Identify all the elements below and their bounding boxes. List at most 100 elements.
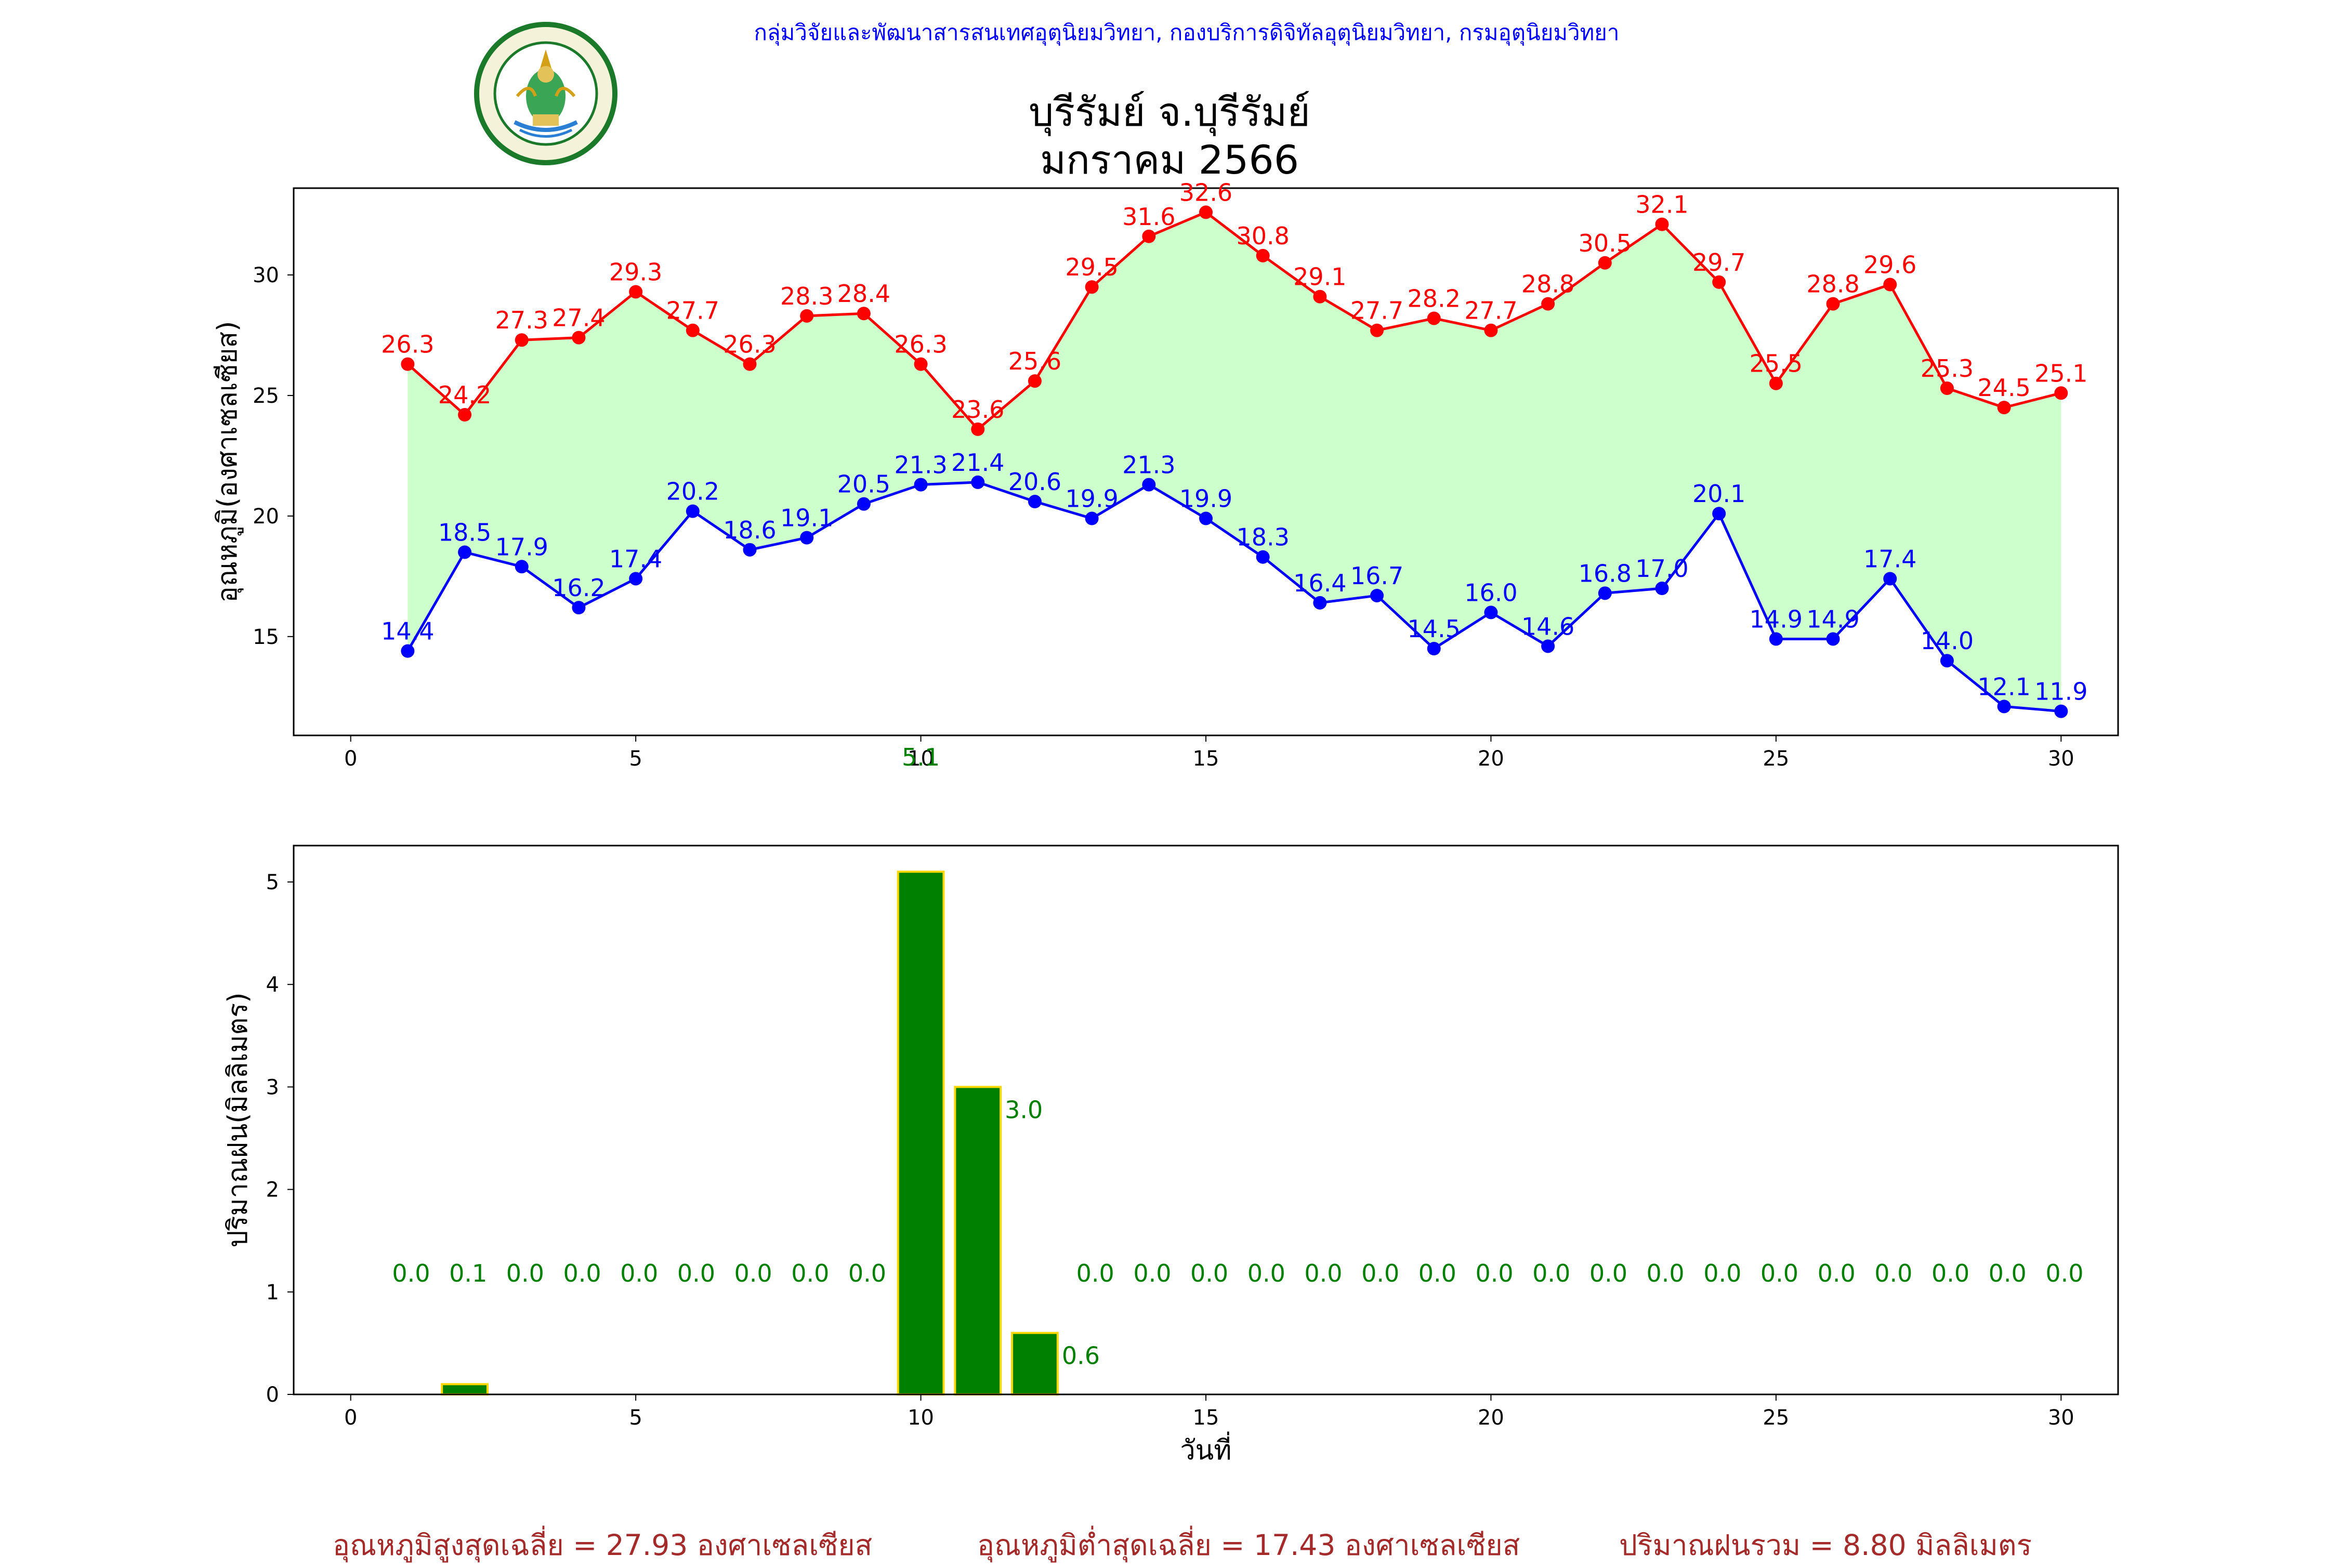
- footer-avg-max: อุณหภูมิสูงสุดเฉลี่ย = 27.93 องศาเซลเซีย…: [333, 1529, 873, 1562]
- temperature-x-tick-label: 5: [629, 747, 642, 771]
- rain-value-label: 0.0: [677, 1259, 715, 1287]
- rainfall-x-axis-label: วันที่: [1180, 1431, 1231, 1466]
- rainfall-x-tick-label: 15: [1193, 1406, 1219, 1430]
- max-temperature-point: [1256, 248, 1270, 262]
- stray-rain-label: 5.1: [902, 743, 940, 771]
- rain-value-label: 0.0: [1133, 1259, 1171, 1287]
- min-temperature-point: [914, 478, 928, 492]
- min-temperature-point: [971, 475, 985, 489]
- max-temperature-label: 31.6: [1122, 203, 1175, 231]
- max-temperature-label: 27.7: [1350, 297, 1403, 325]
- max-temperature-point: [1028, 374, 1042, 388]
- min-temperature-point: [1598, 586, 1612, 600]
- max-temperature-point: [743, 357, 757, 371]
- max-temperature-point: [572, 331, 586, 345]
- rain-value-label: 0.0: [620, 1259, 658, 1287]
- rain-value-label: 0.0: [734, 1259, 772, 1287]
- min-temperature-label: 18.5: [438, 518, 491, 546]
- rainfall-x-tick-label: 30: [2048, 1406, 2074, 1430]
- rain-bar: [1011, 1332, 1059, 1395]
- max-temperature-label: 25.1: [2034, 359, 2087, 387]
- max-temperature-label: 30.5: [1579, 229, 1632, 257]
- max-temperature-label: 32.1: [1635, 191, 1688, 219]
- rain-value-label: 0.0: [506, 1259, 544, 1287]
- min-temperature-point: [1541, 639, 1555, 653]
- rain-value-label: 0.0: [1989, 1259, 2027, 1287]
- min-temperature-point: [1427, 642, 1441, 656]
- rainfall-x-tick-label: 10: [908, 1406, 934, 1430]
- min-temperature-label: 14.9: [1806, 605, 1859, 633]
- rain-value-label: 0.0: [1931, 1259, 1969, 1287]
- rain-value-label: 0.0: [2045, 1259, 2083, 1287]
- max-temperature-point: [1313, 289, 1327, 304]
- rain-value-label: 0.0: [791, 1259, 829, 1287]
- max-temperature-point: [857, 307, 871, 321]
- min-temperature-point: [2054, 704, 2068, 718]
- temperature-range-fill: [408, 212, 2061, 711]
- max-temperature-point: [1541, 297, 1555, 311]
- min-temperature-point: [1826, 632, 1840, 646]
- max-temperature-label: 28.8: [1521, 270, 1574, 298]
- max-temperature-point: [1370, 323, 1384, 337]
- max-temperature-label: 27.7: [666, 297, 719, 325]
- max-temperature-point: [1427, 311, 1441, 325]
- min-temperature-point: [1997, 700, 2011, 714]
- chart-title-month: มกราคม 2566: [1040, 137, 1299, 183]
- max-temperature-label: 26.3: [381, 331, 434, 359]
- rain-bar: [954, 1086, 1002, 1395]
- chart-title-station: บุรีรัมย์ จ.บุรีรัมย์: [1029, 89, 1310, 135]
- max-temperature-point: [1940, 381, 1954, 396]
- min-temperature-point: [1256, 550, 1270, 564]
- min-temperature-label: 19.9: [1179, 485, 1232, 513]
- max-temperature-label: 28.2: [1408, 284, 1461, 312]
- rainfall-y-tick-label: 5: [266, 871, 279, 894]
- min-temperature-point: [857, 497, 871, 511]
- min-temperature-label: 16.8: [1579, 559, 1632, 587]
- max-temperature-point: [1199, 205, 1213, 219]
- max-temperature-label: 28.4: [837, 280, 890, 308]
- min-temperature-label: 14.5: [1408, 615, 1461, 643]
- min-temperature-label: 21.4: [951, 449, 1004, 477]
- min-temperature-point: [1313, 596, 1327, 610]
- temperature-y-tick-label: 25: [253, 384, 279, 408]
- rain-bar: [441, 1383, 489, 1395]
- temperature-y-axis-label: อุณหภูมิ(องศาเซลเซียส): [212, 321, 244, 603]
- max-temperature-label: 29.6: [1863, 251, 1916, 279]
- min-temperature-point: [458, 545, 472, 559]
- max-temperature-label: 29.3: [609, 258, 662, 286]
- meteorological-department-seal-icon: [474, 22, 617, 165]
- max-temperature-point: [1826, 297, 1840, 311]
- max-temperature-point: [686, 323, 700, 337]
- min-temperature-line: [406, 481, 2061, 713]
- min-temperature-label: 18.3: [1236, 523, 1289, 551]
- max-temperature-point: [914, 357, 928, 371]
- rain-value-label: 0.0: [1475, 1259, 1513, 1287]
- max-temperature-point: [401, 357, 415, 371]
- max-temperature-point: [1142, 229, 1156, 243]
- max-temperature-point: [800, 309, 814, 323]
- max-temperature-label: 24.5: [1977, 374, 2030, 402]
- min-temperature-label: 17.4: [1863, 545, 1916, 573]
- max-temperature-label: 25.5: [1750, 350, 1803, 378]
- min-temperature-point: [800, 531, 814, 545]
- max-temperature-point: [1085, 280, 1099, 294]
- min-temperature-point: [1370, 588, 1384, 602]
- max-temperature-label: 26.3: [894, 331, 947, 359]
- max-temperature-point: [1883, 278, 1897, 292]
- min-temperature-label: 12.1: [1977, 673, 2030, 701]
- min-temperature-label: 21.3: [894, 451, 947, 479]
- max-temperature-point: [1997, 401, 2011, 415]
- rain-value-label: 0.0: [1874, 1259, 1912, 1287]
- rainfall-y-tick-label: 2: [266, 1178, 279, 1202]
- max-temperature-point: [458, 408, 472, 422]
- rain-value-label: 0.0: [1361, 1259, 1399, 1287]
- min-temperature-label: 16.0: [1464, 578, 1517, 607]
- rainfall-x-tick-label: 5: [629, 1406, 642, 1430]
- min-temperature-point: [401, 644, 415, 658]
- max-temperature-point: [971, 422, 985, 436]
- agency-header: กลุ่มวิจัยและพัฒนาสารสนเทศอุตุนิยมวิทยา,…: [0, 16, 2339, 50]
- min-temperature-label: 16.4: [1293, 569, 1346, 597]
- min-temperature-label: 14.9: [1750, 605, 1803, 633]
- rain-value-label: 0.0: [1418, 1259, 1456, 1287]
